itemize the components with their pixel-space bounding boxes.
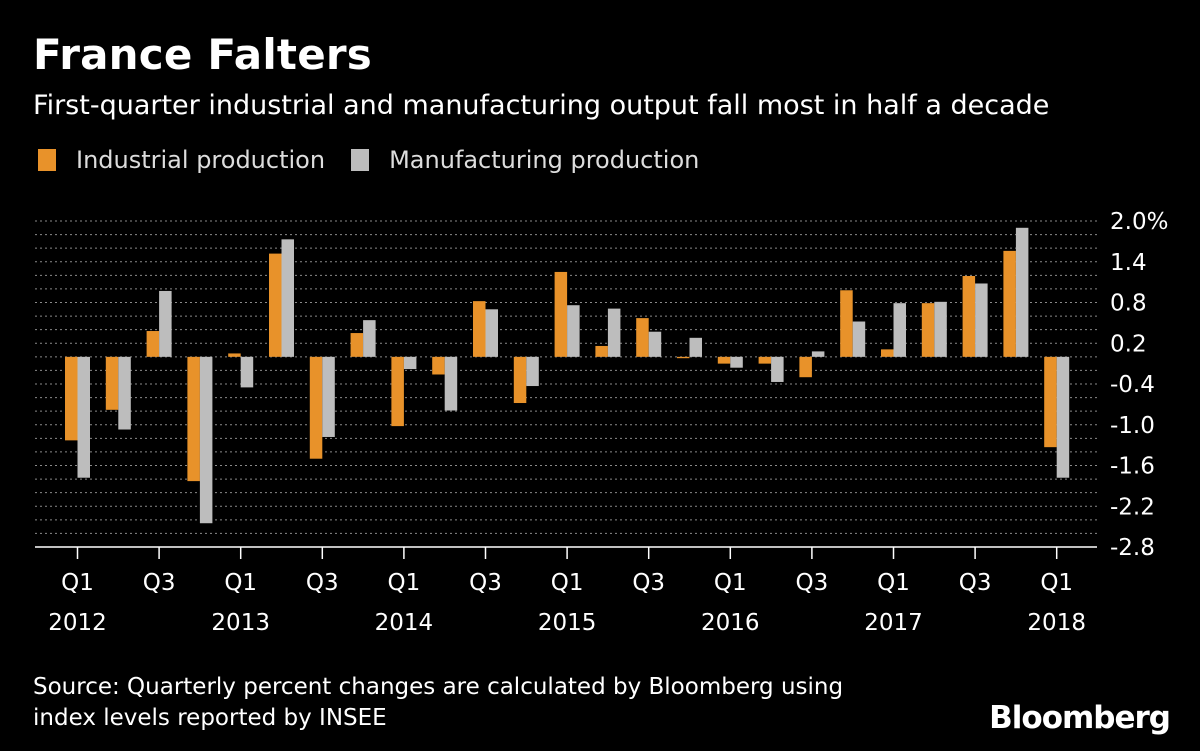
bar-industrial	[881, 349, 894, 357]
bar-manufacturing	[118, 356, 131, 430]
bar-manufacturing	[567, 305, 580, 357]
bar-manufacturing	[934, 301, 947, 357]
bar-manufacturing	[1056, 356, 1070, 478]
bar-manufacturing	[77, 356, 90, 478]
bar-manufacturing	[444, 356, 458, 411]
bar-manufacturing	[403, 356, 417, 370]
bar-industrial	[350, 333, 364, 357]
y-tick-label: -2.2	[1110, 494, 1155, 520]
bar-manufacturing	[322, 356, 335, 437]
bar-manufacturing	[975, 283, 988, 357]
y-tick-label: 0.2	[1110, 331, 1147, 357]
x-tick-label-quarter: Q1	[388, 570, 421, 596]
y-tick-label: 0.8	[1110, 291, 1147, 317]
bar-manufacturing	[199, 356, 213, 524]
bar-industrial	[187, 356, 200, 482]
bar-manufacturing	[771, 356, 784, 382]
bar-manufacturing	[893, 303, 906, 357]
bar-manufacturing	[730, 356, 743, 368]
x-tick-label-year: 2018	[1027, 610, 1086, 636]
source-line-2: index levels reported by INSEE	[33, 705, 387, 731]
y-tick-label: 1.4	[1110, 250, 1147, 276]
bar-industrial	[309, 356, 323, 459]
bar-industrial	[513, 356, 527, 404]
x-tick-label-quarter: Q1	[551, 570, 584, 596]
bar-industrial	[473, 301, 486, 357]
bar-industrial	[65, 356, 78, 441]
bar-industrial	[677, 356, 690, 359]
bar-industrial	[269, 253, 282, 357]
x-tick-label-year: 2016	[701, 610, 760, 636]
bar-industrial	[1003, 250, 1016, 357]
bar-industrial	[921, 303, 935, 357]
source-line-1: Source: Quarterly percent changes are ca…	[33, 674, 844, 700]
x-tick-label-year: 2015	[538, 610, 597, 636]
legend-label-manufacturing: Manufacturing production	[389, 146, 700, 174]
y-tick-label: -2.8	[1110, 535, 1155, 561]
legend-item-industrial: Industrial production	[38, 146, 325, 174]
x-tick-label-quarter: Q3	[632, 570, 665, 596]
x-tick-label-quarter: Q1	[224, 570, 257, 596]
bar-manufacturing	[607, 308, 621, 357]
x-tick-label-quarter: Q3	[959, 570, 992, 596]
bar-industrial	[391, 356, 404, 427]
bar-manufacturing	[240, 356, 254, 388]
y-tick-label: 2.0%	[1110, 209, 1168, 235]
bar-industrial	[636, 318, 649, 357]
x-tick-label-year: 2014	[375, 610, 434, 636]
bar-manufacturing	[485, 309, 498, 357]
x-tick-label-year: 2013	[211, 610, 270, 636]
bar-industrial	[554, 271, 568, 357]
bar-industrial	[146, 331, 160, 357]
bar-manufacturing	[689, 337, 702, 357]
bar-industrial	[1044, 356, 1057, 448]
x-tick-label-quarter: Q3	[796, 570, 829, 596]
bar-industrial	[432, 356, 445, 375]
x-tick-label-quarter: Q1	[714, 570, 747, 596]
y-tick-label: -1.6	[1110, 454, 1155, 480]
legend-label-industrial: Industrial production	[76, 146, 326, 174]
bar-industrial	[595, 345, 608, 357]
legend-swatch-industrial	[38, 149, 56, 171]
legend-item-manufacturing: Manufacturing production	[351, 146, 699, 174]
x-tick-label-quarter: Q3	[143, 570, 176, 596]
x-tick-label-quarter: Q3	[306, 570, 339, 596]
bar-industrial	[962, 276, 976, 357]
y-tick-label: -0.4	[1110, 372, 1155, 398]
bar-industrial	[799, 356, 812, 378]
x-tick-label-quarter: Q1	[1040, 570, 1073, 596]
bar-manufacturing	[159, 290, 172, 357]
bar-industrial	[840, 290, 853, 357]
bar-manufacturing	[811, 351, 825, 357]
legend: Industrial production Manufacturing prod…	[38, 146, 725, 174]
bar-industrial	[717, 356, 731, 364]
chart-title: France Falters	[33, 30, 373, 79]
x-tick-label-quarter: Q1	[877, 570, 910, 596]
bar-industrial	[228, 353, 241, 357]
y-tick-label: -1.0	[1110, 413, 1155, 439]
bar-manufacturing	[526, 356, 539, 387]
bar-industrial	[758, 356, 772, 364]
bar-manufacturing	[852, 321, 866, 357]
bar-manufacturing	[281, 239, 294, 357]
x-tick-label-quarter: Q3	[469, 570, 502, 596]
chart-subtitle: First-quarter industrial and manufacturi…	[33, 90, 1050, 121]
bloomberg-logo: Bloomberg	[989, 700, 1171, 736]
x-tick-label-quarter: Q1	[61, 570, 94, 596]
bar-manufacturing	[1015, 227, 1029, 357]
source-note: Source: Quarterly percent changes are ca…	[33, 672, 843, 734]
x-tick-label-year: 2012	[48, 610, 107, 636]
legend-swatch-manufacturing	[351, 149, 370, 171]
bar-industrial	[105, 356, 119, 410]
bar-manufacturing	[363, 320, 376, 357]
bar-manufacturing	[648, 331, 662, 357]
x-tick-label-year: 2017	[864, 610, 923, 636]
